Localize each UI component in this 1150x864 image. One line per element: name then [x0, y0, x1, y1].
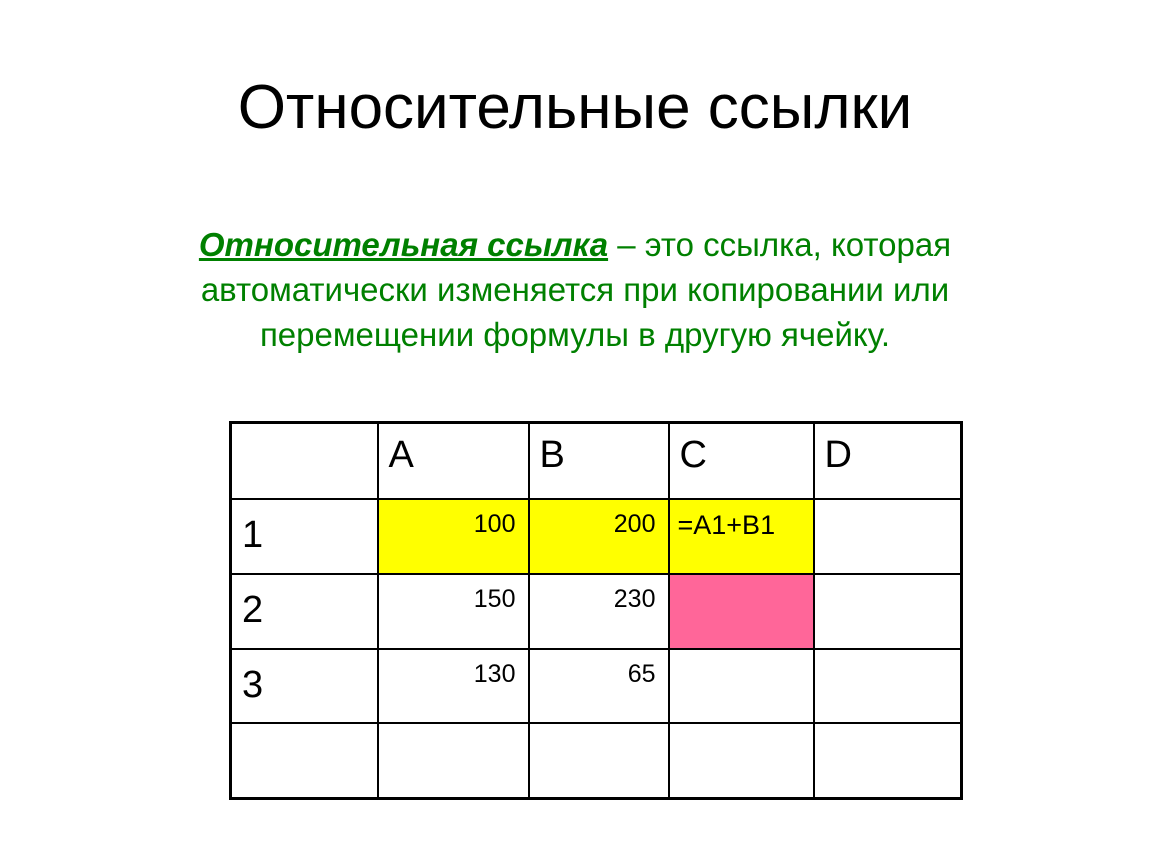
table-row — [229, 721, 963, 800]
table-row: 1 100 200 =A1+B1 — [229, 497, 963, 575]
table-row: 2 150 230 — [229, 572, 963, 650]
corner-cell — [229, 421, 379, 500]
row-header — [229, 721, 379, 800]
column-header-c: C — [667, 421, 815, 500]
definition-term: Относительная ссылка — [198, 226, 609, 263]
column-header-a: A — [376, 421, 530, 500]
column-header-d: D — [812, 421, 963, 500]
header-row: A B C D — [229, 421, 963, 500]
cell-c2[interactable] — [667, 572, 815, 650]
table-row: 3 130 65 — [229, 647, 963, 724]
cell-b2[interactable]: 230 — [527, 572, 670, 650]
cell-c4[interactable] — [667, 721, 815, 800]
spreadsheet-table: A B C D 1 100 200 =A1+B1 2 150 230 3 130… — [229, 421, 963, 800]
definition-body: – это ссылка, которая автоматически изме… — [200, 226, 952, 353]
cell-b3[interactable]: 65 — [527, 647, 670, 724]
cell-c1[interactable]: =A1+B1 — [667, 497, 815, 575]
cell-a1[interactable]: 100 — [376, 497, 530, 575]
row-header: 1 — [229, 497, 379, 575]
definition-text: Относительная ссылка – это ссылка, котор… — [170, 222, 980, 357]
cell-d1[interactable] — [812, 497, 963, 575]
cell-c3[interactable] — [667, 647, 815, 724]
column-header-b: B — [527, 421, 670, 500]
cell-d3[interactable] — [812, 647, 963, 724]
cell-d2[interactable] — [812, 572, 963, 650]
cell-b1[interactable]: 200 — [527, 497, 670, 575]
cell-b4[interactable] — [527, 721, 670, 800]
cell-a3[interactable]: 130 — [376, 647, 530, 724]
cell-a2[interactable]: 150 — [376, 572, 530, 650]
cell-a4[interactable] — [376, 721, 530, 800]
cell-d4[interactable] — [812, 721, 963, 800]
slide-title: Относительные ссылки — [237, 73, 913, 142]
row-header: 3 — [229, 647, 379, 724]
row-header: 2 — [229, 572, 379, 650]
